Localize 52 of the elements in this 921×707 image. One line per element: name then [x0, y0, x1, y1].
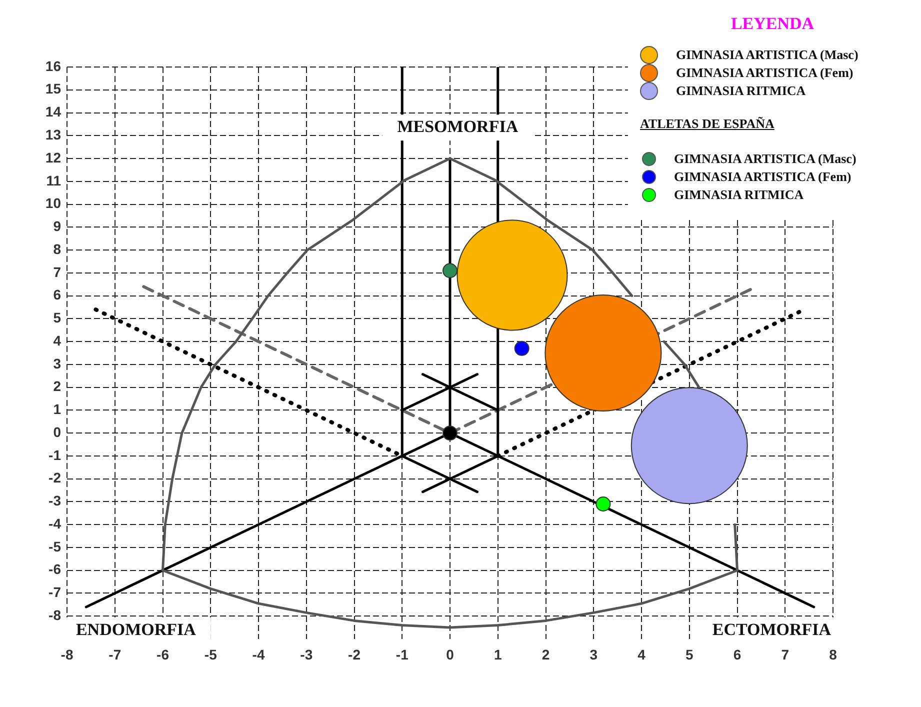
y-tick-label: 4: [53, 332, 62, 348]
x-tick-label: 2: [542, 646, 550, 662]
x-tick-label: 7: [781, 646, 790, 662]
x-tick-label: 0: [446, 646, 454, 662]
x-tick-label: 4: [638, 646, 646, 662]
legend-label: GIMNASIA ARTISTICA (Fem): [674, 169, 852, 185]
y-tick-label: -3: [48, 492, 62, 509]
y-tick-label: -5: [48, 538, 62, 554]
x-tick-label: -5: [204, 646, 218, 662]
annotation: ECTOMORFIA: [712, 620, 832, 639]
legend-label: GIMNASIA RITMICA: [676, 83, 806, 99]
y-tick-label: 3: [53, 355, 62, 372]
legend-title: LEYENDA: [730, 14, 816, 34]
legend-label: GIMNASIA ARTISTICA (Masc): [676, 47, 858, 63]
x-tick-label: -7: [108, 646, 122, 662]
y-tick-label: 8: [53, 240, 62, 257]
legend-label: GIMNASIA RITMICA: [674, 187, 804, 203]
y-tick-label: -4: [48, 515, 62, 532]
annotation: MESOMORFIA: [397, 117, 519, 136]
y-tick-label: 13: [45, 126, 62, 142]
y-tick-label: 9: [53, 218, 62, 234]
y-tick-label: 16: [45, 58, 62, 74]
legend-label: GIMNASIA ARTISTICA (Masc): [674, 151, 856, 167]
x-tick-label: -2: [348, 646, 361, 662]
y-tick-label: 6: [53, 286, 62, 303]
y-tick-label: -7: [48, 584, 62, 600]
x-tick-label: 8: [829, 646, 838, 662]
y-tick-label: -6: [48, 561, 62, 578]
y-tick-label: -8: [48, 606, 62, 623]
y-tick-label: 5: [53, 310, 62, 326]
y-tick-label: 14: [45, 104, 62, 120]
x-tick-label: -3: [300, 646, 313, 662]
x-tick-label: 3: [590, 646, 598, 662]
y-tick-label: 11: [46, 172, 62, 188]
y-tick-label: 2: [53, 378, 62, 394]
y-tick-label: 1: [53, 401, 62, 418]
y-tick-label: -2: [48, 470, 62, 486]
y-tick-label: -1: [48, 446, 62, 463]
legend-label: GIMNASIA ARTISTICA (Fem): [676, 65, 854, 81]
y-tick-label: 0: [53, 424, 62, 440]
x-tick-label: 1: [494, 646, 502, 662]
x-tick-label: -1: [396, 646, 409, 662]
y-tick-label: 12: [45, 149, 62, 166]
x-tick-label: 5: [685, 646, 694, 662]
annotation: ENDOMORFIA: [76, 620, 197, 639]
x-tick-label: 6: [733, 646, 742, 662]
annotation: ATLETAS DE ESPAÑA: [640, 116, 776, 132]
x-tick-label: -4: [252, 646, 265, 662]
x-tick-label: -6: [156, 646, 170, 662]
y-tick-label: 15: [45, 80, 62, 97]
y-tick-label: 7: [53, 264, 62, 280]
y-tick-label: 10: [45, 195, 62, 212]
